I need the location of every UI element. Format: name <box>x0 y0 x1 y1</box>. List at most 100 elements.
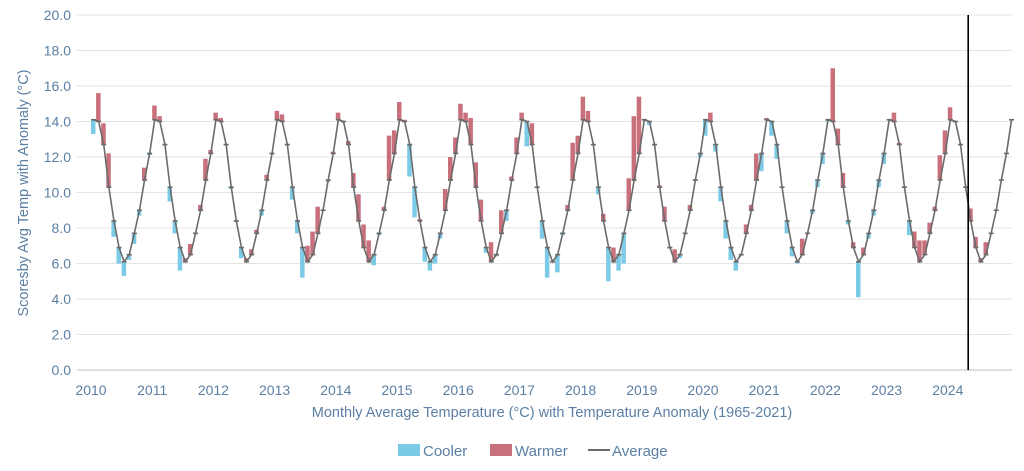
legend-swatch-warmer <box>490 444 512 456</box>
cooler-bar <box>300 247 305 278</box>
x-tick-label: 2017 <box>504 382 535 398</box>
cooler-bar <box>504 210 509 221</box>
x-tick-label: 2018 <box>565 382 596 398</box>
cooler-bar <box>539 220 545 239</box>
y-axis-title: Scoresby Avg Temp with Anomaly (°C) <box>16 69 32 316</box>
cooler-bar <box>723 220 728 239</box>
cooler-bar <box>595 187 601 195</box>
warmer-bar <box>514 137 519 154</box>
gridlines <box>77 14 1012 335</box>
y-tick-label: 4.0 <box>52 291 72 307</box>
warmer-bar <box>458 103 463 120</box>
warmer-bar <box>106 153 111 188</box>
x-tick-label: 2010 <box>75 382 106 398</box>
cooler-bar <box>407 144 412 177</box>
warmer-bar <box>335 112 341 120</box>
cooler-bar <box>728 247 733 260</box>
cooler-bar <box>131 233 137 244</box>
warmer-bar <box>799 238 805 255</box>
legend: Cooler Warmer Average <box>398 443 668 460</box>
warmer-bar <box>142 167 147 181</box>
warmer-bar <box>636 96 642 154</box>
warmer-bar <box>754 153 759 181</box>
warmer-bar <box>213 112 218 120</box>
warmer-bar <box>473 162 478 188</box>
cooler-bar <box>91 119 96 134</box>
warmer-bar <box>529 123 535 145</box>
warmer-bar <box>453 137 458 154</box>
warmer-bar <box>922 240 927 255</box>
warmer-bar <box>891 112 897 122</box>
cooler-bar <box>289 187 295 200</box>
y-axis-tick-labels: 0.0 2.0 4.0 6.0 8.0 10.0 12.0 14.0 16.0 18.0 20.0 <box>44 7 71 378</box>
cooler-bar <box>422 247 427 262</box>
warmer-bar <box>947 107 953 120</box>
warmer-bar <box>499 210 504 234</box>
x-axis-title: Monthly Average Temperature (°C) with Te… <box>312 405 793 421</box>
cooler-bar <box>555 254 560 273</box>
cooler-bar <box>432 254 438 264</box>
warmer-bar <box>468 117 473 145</box>
cooler-bar <box>544 247 550 278</box>
cooler-bar <box>789 247 795 257</box>
warmer-bar <box>101 123 106 145</box>
x-tick-label: 2012 <box>198 382 229 398</box>
warmer-bar <box>983 242 988 255</box>
cooler-bar <box>907 220 912 236</box>
average-series-line <box>93 118 1013 264</box>
x-tick-label: 2014 <box>320 382 351 398</box>
warmer-bar <box>310 231 315 255</box>
x-tick-label: 2019 <box>626 382 657 398</box>
y-tick-label: 10.0 <box>44 185 71 201</box>
warmer-bar <box>442 188 448 211</box>
warmer-bar <box>315 206 320 234</box>
legend-label-cooler: Cooler <box>423 443 467 460</box>
cooler-bar <box>427 261 433 271</box>
warmer-bar <box>96 93 101 122</box>
cooler-bar <box>703 119 708 136</box>
warmer-bar <box>157 116 162 122</box>
x-tick-label: 2022 <box>810 382 841 398</box>
warmer-bar <box>917 240 922 262</box>
cooler-bar <box>784 220 790 234</box>
warmer-bar <box>519 112 524 120</box>
y-tick-label: 8.0 <box>52 220 72 236</box>
cooler-bar <box>167 187 172 202</box>
average-series-markers <box>91 118 1015 263</box>
warmer-bar <box>356 194 361 221</box>
cooler-bar <box>177 247 183 271</box>
y-tick-label: 2.0 <box>52 327 72 343</box>
x-tick-label: 2015 <box>381 382 412 398</box>
warmer-bar <box>187 243 193 255</box>
warmer-bar <box>366 240 371 262</box>
x-tick-label: 2013 <box>259 382 290 398</box>
warmer-bar <box>274 110 280 120</box>
cooler-bar <box>733 261 739 271</box>
warmer-bar <box>942 130 948 154</box>
cooler-bar <box>371 254 376 266</box>
cooler-bar <box>856 261 861 298</box>
warmer-bar <box>397 101 402 120</box>
cooler-bar <box>524 121 529 147</box>
warmer-bar <box>912 231 917 248</box>
warmer-bar <box>830 68 835 122</box>
warmer-bar <box>626 178 631 211</box>
warmer-bar <box>672 249 677 262</box>
y-tick-label: 20.0 <box>44 7 71 23</box>
x-tick-label: 2011 <box>137 382 167 398</box>
x-tick-label: 2023 <box>871 382 902 398</box>
cooler-bar <box>718 187 723 202</box>
cooler-bar <box>116 247 121 264</box>
warmer-bar <box>631 116 637 181</box>
warmer-bar <box>361 224 366 248</box>
cooler-bar <box>616 254 621 271</box>
y-tick-label: 18.0 <box>44 43 71 59</box>
cooler-bar <box>412 187 417 218</box>
warmer-bar <box>861 247 866 255</box>
x-axis-tick-labels: 2010 2011 2012 2013 2014 2015 2016 2017 2018 2019… <box>75 382 963 398</box>
cooler-bar <box>759 153 764 172</box>
warmer-bar <box>575 135 580 154</box>
x-tick-label: 2021 <box>749 382 780 398</box>
cooler-bar <box>111 220 116 237</box>
warmer-bar <box>386 135 392 181</box>
